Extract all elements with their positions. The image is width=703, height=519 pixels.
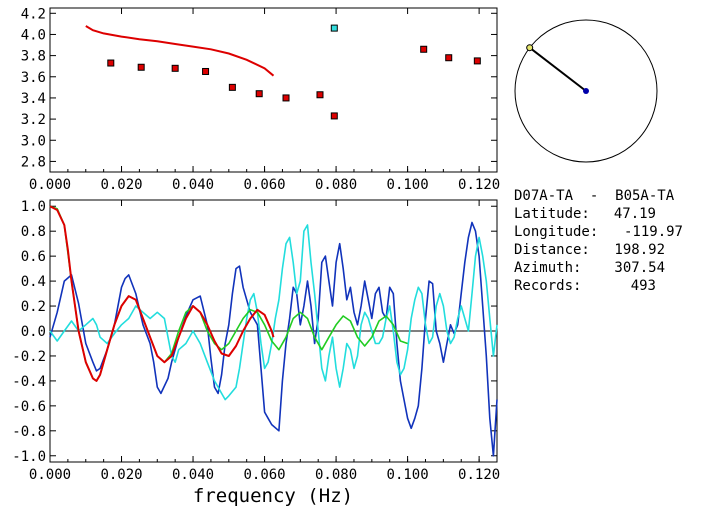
- top-xtick-label: 0.120: [458, 177, 500, 193]
- dial-tip-marker: [526, 44, 534, 52]
- dial-circle: [514, 19, 658, 163]
- top-data-point: [420, 45, 428, 53]
- top-dispersion-curve: [85, 25, 275, 77]
- bottom-xtick-label: 0.000: [29, 467, 71, 483]
- x-axis-label: frequency (Hz): [193, 485, 353, 507]
- top-xtick-label: 0.100: [387, 177, 429, 193]
- top-ytick-label: 4.0: [21, 27, 46, 43]
- top-data-point: [137, 63, 145, 71]
- top-plot-frame: [49, 7, 498, 173]
- bottom-ytick-label: 0.8: [21, 224, 46, 240]
- bottom-ytick-label: 0.6: [21, 249, 46, 265]
- bottom-ytick-label: -0.6: [12, 399, 46, 415]
- bottom-y-ticks: 1.0 0.8 0.6 0.4 0.2 0.0 -0.2 -0.4 -0.6 -0.8 -1.0: [12, 199, 497, 465]
- distance-label: Distance:: [514, 242, 590, 258]
- top-ytick-label: 4.2: [21, 6, 46, 22]
- top-ytick-label: 3.2: [21, 112, 46, 128]
- bottom-x-ticks: 0.000 0.020 0.040 0.060 0.080 0.100 0.120: [29, 200, 500, 483]
- correlation-plot: 1.0 0.8 0.6 0.4 0.2 0.0 -0.2 -0.4 -0.6 -0.8 -1.0 0…: [12, 199, 500, 507]
- top-data-point: [107, 59, 115, 67]
- station-info: D07A-TA - B05A-TA Latitude: 47.19 Longit…: [514, 188, 683, 294]
- bottom-series: [49, 205, 498, 457]
- bottom-xtick-label: 0.040: [172, 467, 214, 483]
- azimuth-dial: [514, 19, 658, 163]
- longitude-label: Longitude:: [514, 224, 598, 240]
- top-data-point: [228, 83, 236, 91]
- top-ytick-label: 3.4: [21, 91, 46, 107]
- top-series: [85, 24, 481, 120]
- top-data-point: [445, 54, 453, 62]
- top-data-point: [473, 57, 481, 65]
- bottom-ytick-label: -0.2: [12, 349, 46, 365]
- top-data-point: [316, 91, 324, 99]
- bottom-ytick-label: -1.0: [12, 449, 46, 465]
- azimuth-label: Azimuth:: [514, 260, 581, 276]
- top-x-ticks: 0.000 0.020 0.040 0.060 0.080 0.100 0.120: [29, 8, 500, 193]
- top-ytick-label: 3.0: [21, 133, 46, 149]
- top-xtick-label: 0.060: [243, 177, 285, 193]
- top-xtick-label: 0.000: [29, 177, 71, 193]
- bottom-xtick-label: 0.100: [387, 467, 429, 483]
- top-xtick-label: 0.020: [100, 177, 142, 193]
- bottom-ytick-label: 1.0: [21, 199, 46, 215]
- dial-needle: [529, 46, 587, 92]
- top-ytick-label: 3.6: [21, 70, 46, 86]
- top-y-ticks: 2.8 3.0 3.2 3.4 3.6 3.8 4.0 4.2: [21, 6, 497, 170]
- top-data-point: [255, 90, 263, 98]
- dial-center-marker: [583, 88, 589, 94]
- bottom-ytick-label: -0.4: [12, 374, 46, 390]
- bottom-xtick-label: 0.120: [458, 467, 500, 483]
- red-series-line: [49, 205, 275, 382]
- top-data-point: [202, 67, 210, 75]
- bottom-ytick-label: 0.4: [21, 274, 46, 290]
- top-xtick-label: 0.080: [315, 177, 357, 193]
- blue-series-line: [49, 221, 498, 457]
- phase-velocity-plot: 2.8 3.0 3.2 3.4 3.6 3.8 4.0 4.2 0.000 0.020 0.040…: [21, 6, 500, 193]
- records-label: Records:: [514, 278, 581, 294]
- latitude-label: Latitude:: [514, 206, 590, 222]
- top-data-point: [282, 94, 290, 102]
- records-value: 493: [631, 278, 656, 294]
- top-data-point: [171, 64, 179, 72]
- bottom-ytick-label: 0.2: [21, 299, 46, 315]
- top-ytick-label: 2.8: [21, 154, 46, 170]
- cyan-series-line: [49, 224, 498, 401]
- top-ytick-label: 3.8: [21, 49, 46, 65]
- latitude-value: 47.19: [614, 206, 656, 222]
- longitude-value: -119.97: [624, 224, 683, 240]
- bottom-ytick-label: 0.0: [21, 324, 46, 340]
- bottom-xtick-label: 0.080: [315, 467, 357, 483]
- bottom-ytick-label: -0.8: [12, 424, 46, 440]
- bottom-xtick-label: 0.060: [243, 467, 285, 483]
- bottom-xtick-label: 0.020: [100, 467, 142, 483]
- azimuth-value: 307.54: [614, 260, 665, 276]
- top-data-point: [330, 24, 338, 32]
- top-xtick-label: 0.040: [172, 177, 214, 193]
- distance-value: 198.92: [614, 242, 665, 258]
- station-pair: D07A-TA - B05A-TA: [514, 188, 675, 204]
- top-data-point: [330, 112, 338, 120]
